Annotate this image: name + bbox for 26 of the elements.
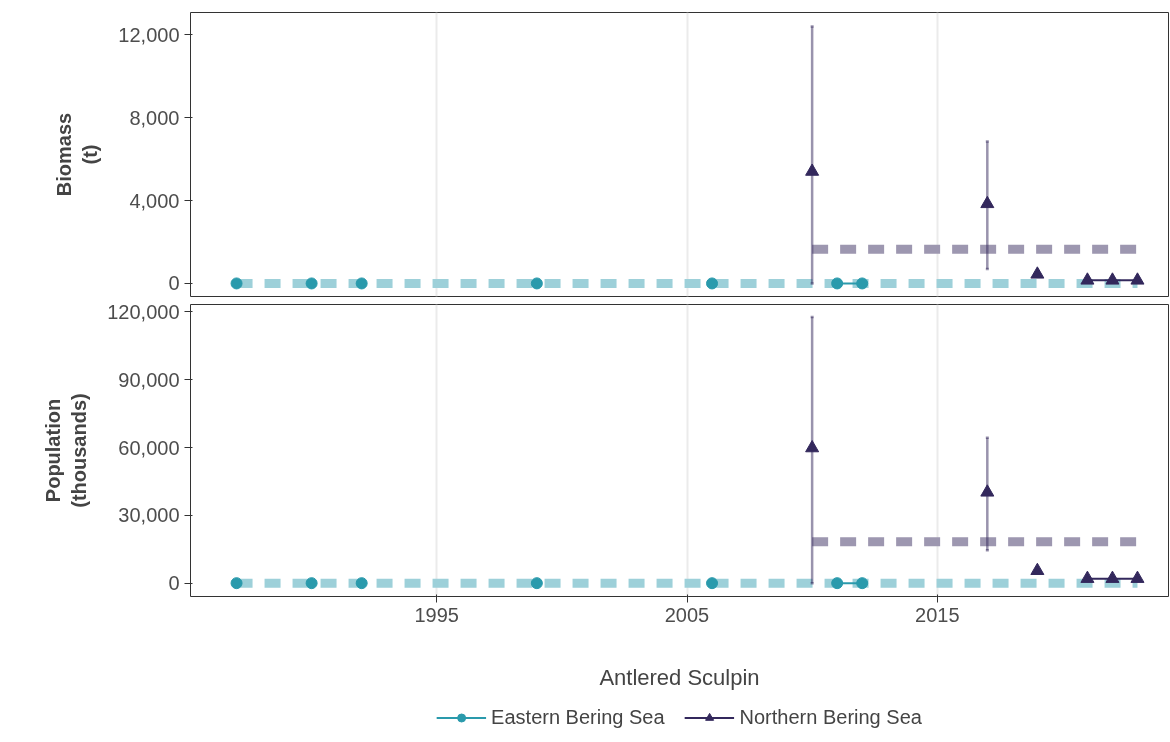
y-tick-label: 0: [168, 272, 180, 295]
y-tick-label: 60,000: [118, 436, 180, 459]
y-tick-label: 12,000: [118, 23, 180, 46]
x-axis-title: Antlered Sculpin: [599, 664, 760, 690]
legend-label: Northern Bering Sea: [739, 705, 922, 729]
x-tick-label: 1995: [414, 603, 460, 626]
point: [980, 484, 995, 497]
point: [305, 577, 318, 590]
legend-label: Eastern Bering Sea: [491, 705, 665, 729]
point: [831, 577, 844, 590]
y-tick-label: 90,000: [118, 368, 180, 391]
y-tick-label: 8,000: [129, 106, 180, 129]
point: [706, 577, 719, 590]
y-tick-label: 4,000: [129, 189, 180, 212]
point: [530, 577, 543, 590]
y-tick-label: 0: [168, 572, 180, 595]
point: [230, 577, 243, 590]
point: [805, 440, 820, 453]
y-tick-label: 30,000: [118, 504, 180, 527]
x-tick-label: 2005: [664, 603, 710, 626]
y-axis-title: Population (thousands): [41, 393, 91, 508]
point: [355, 577, 368, 590]
x-tick-label: 2015: [915, 603, 960, 626]
y-tick-label: 120,000: [107, 300, 180, 323]
point: [856, 577, 869, 590]
y-axis-title: Biomass (t): [52, 112, 102, 197]
